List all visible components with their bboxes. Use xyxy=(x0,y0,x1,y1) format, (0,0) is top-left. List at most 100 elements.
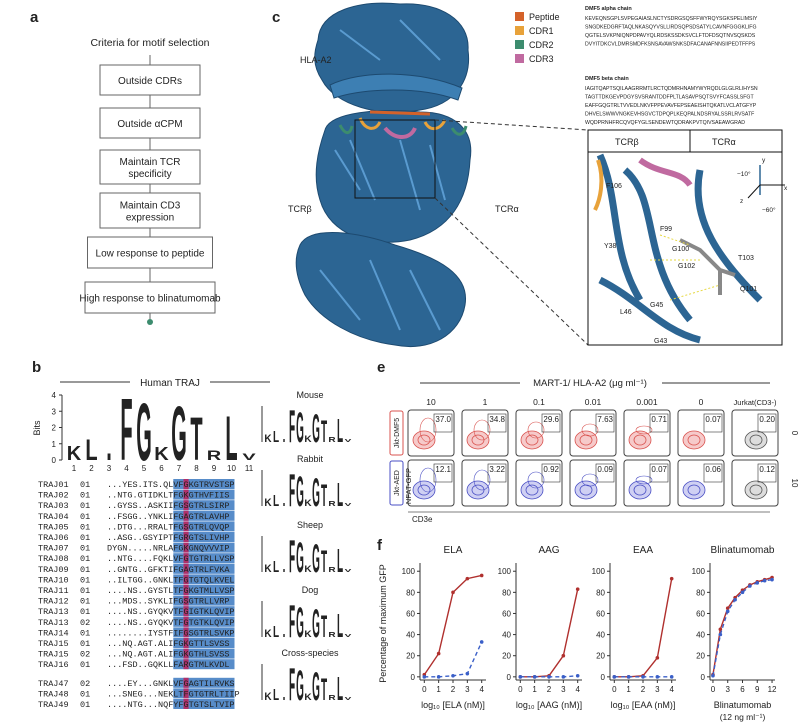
residue-label: G100 xyxy=(672,246,689,253)
mini-logo-letter: K xyxy=(264,564,272,575)
x-tick-label: 2 xyxy=(547,685,552,694)
logo-letter: G xyxy=(171,390,187,476)
y-tick-label: 4 xyxy=(52,391,57,400)
data-point xyxy=(725,609,730,614)
logo-letter: K xyxy=(154,445,169,465)
flow-step-label: Outside αCPM xyxy=(117,119,182,130)
allele: 01 xyxy=(80,639,90,649)
gene-name: TRAJ11 xyxy=(38,586,69,596)
gate xyxy=(757,463,777,483)
peptide-sticks xyxy=(679,238,736,295)
logo-title: Human TRAJ xyxy=(140,378,200,389)
flow-step-label: specificity xyxy=(128,169,171,180)
chain-sequence: WQDPRNHFRCQVQFYGLSENDEWTQDRAKPVTQIVSAEAW… xyxy=(585,120,745,126)
side-label: 0 xyxy=(790,431,799,436)
density-contour xyxy=(628,430,652,450)
sequence: ..GNTG..GFKTIFGAGTRLFVKA xyxy=(107,565,230,575)
mini-logo-letter: R xyxy=(328,693,336,701)
position-label: 10 xyxy=(227,464,236,473)
allele: 02 xyxy=(80,618,90,628)
axis-gizmo-label: y xyxy=(762,157,766,164)
y-tick-label: 0 xyxy=(52,456,57,465)
flow-step-label: Maintain CD3 xyxy=(120,201,181,212)
chain-sequence: KEVEQNSGPLSVPEGAIASLNCTYSDRGSQSFFWYRQYSG… xyxy=(585,16,758,22)
density-contour xyxy=(473,469,491,491)
gene-name: TRAJ13 xyxy=(38,607,69,617)
mini-logo-letter: I xyxy=(283,438,286,443)
mini-logo-letter: V xyxy=(345,696,353,701)
legend-label: CDR1 xyxy=(529,26,554,36)
gate-percent: 7.63 xyxy=(597,415,613,424)
gate xyxy=(487,413,507,433)
mini-logo-letter: L xyxy=(273,686,279,704)
x-tick-label: 0 xyxy=(612,685,617,694)
data-point xyxy=(748,584,752,588)
mini-logo-letter: F xyxy=(289,597,295,648)
x-tick-label: 4 xyxy=(479,685,484,694)
panel-label: c xyxy=(272,9,280,26)
density-contour xyxy=(527,471,545,489)
gate xyxy=(649,413,669,433)
mini-logo-letter: I xyxy=(283,502,286,507)
gene-name: TRAJ47 xyxy=(38,679,69,689)
flow-end xyxy=(147,319,153,325)
data-point xyxy=(518,675,523,679)
sequence: ..FSGG..YNKLIFGAGTRLAVHP xyxy=(107,512,229,522)
flow-step-label: High response to blinatumomab xyxy=(79,294,221,305)
series-line xyxy=(424,641,483,678)
inset-ribbon xyxy=(638,157,693,187)
residue-label: G43 xyxy=(654,338,667,345)
sequence: DYGN.....NRLAFGKGNQVVVIP xyxy=(107,544,229,554)
structure-label: TCRβ xyxy=(288,204,312,214)
conserved-block xyxy=(173,688,235,699)
density-contour xyxy=(744,430,768,450)
column-label: 0 xyxy=(699,397,704,407)
y-tick-label: 40 xyxy=(596,631,605,640)
mini-logo-letter: I xyxy=(283,633,286,638)
x-axis-label: log₁₀ [EAA (nM)] xyxy=(611,700,676,710)
x-tick-label: 3 xyxy=(655,685,660,694)
conserved-column xyxy=(183,638,189,648)
conserved-column xyxy=(183,510,189,521)
gene-name: TRAJ04 xyxy=(38,512,69,522)
x-tick-label: 1 xyxy=(436,685,441,694)
gate-percent: 0.12 xyxy=(759,465,775,474)
y-tick-label: 80 xyxy=(596,588,605,597)
chain-sequence: IAGITQAPTSQILAAGRRMTLRCTQDMRHNAMYWYRQDLG… xyxy=(585,86,758,92)
y-tick-label: 100 xyxy=(402,567,416,576)
mini-logo-letter: V xyxy=(345,502,353,507)
y-tick-label: 60 xyxy=(406,609,415,618)
data-point xyxy=(733,597,737,602)
x-tick-label: 3 xyxy=(726,685,731,694)
structure-label: HLA-A2 xyxy=(300,55,332,65)
mini-logo-letter: K xyxy=(304,564,311,575)
inset xyxy=(587,129,785,346)
mini-logo-letter: G xyxy=(312,472,320,516)
logo-letter: I xyxy=(106,452,112,462)
y-tick-label: 100 xyxy=(592,567,606,576)
panel-label: f xyxy=(377,537,383,554)
position-label: 11 xyxy=(245,464,254,473)
allele: 01 xyxy=(80,480,90,490)
data-point xyxy=(465,576,470,581)
density-contour xyxy=(635,475,653,485)
conserved-column xyxy=(183,688,189,699)
tcr-constant xyxy=(295,231,467,348)
logo-letter: T xyxy=(190,405,202,474)
density-contour xyxy=(633,434,647,446)
conserved-block xyxy=(173,542,235,553)
conserved-block xyxy=(173,574,235,585)
flow-title: Criteria for motif selection xyxy=(90,37,209,49)
chain-sequence: DVYITDKCVLDMRSMDFKSNSAVAWSNKSDFACANAFNNS… xyxy=(585,42,756,48)
mini-logo-letter: K xyxy=(304,629,311,640)
data-point xyxy=(655,675,660,679)
mini-logo-letter: F xyxy=(289,532,295,583)
axis-gizmo-label: x xyxy=(784,185,788,192)
data-point xyxy=(561,675,566,679)
mini-logo-letter: V xyxy=(345,568,353,573)
mini-logo-letter: L xyxy=(337,672,343,709)
data-point xyxy=(532,675,537,679)
gene-name: TRAJ15 xyxy=(38,650,69,660)
position-label: 7 xyxy=(177,464,182,473)
